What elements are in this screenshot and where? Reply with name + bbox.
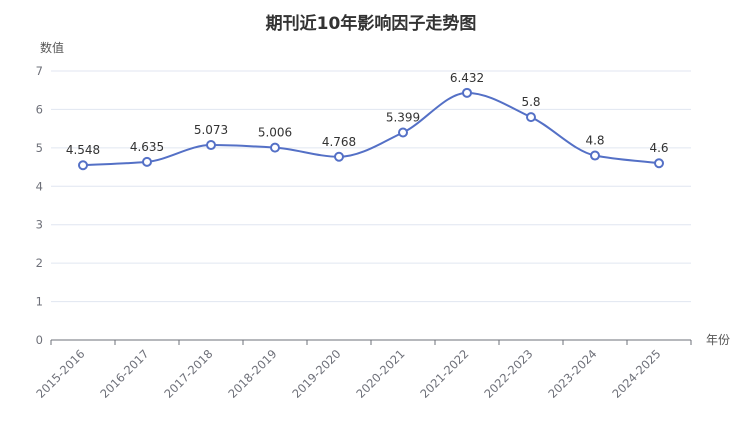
data-point[interactable]: [462, 87, 472, 98]
data-label: 5.006: [258, 126, 292, 140]
y-tick-label: 6: [36, 102, 43, 116]
y-tick-label: 0: [36, 333, 43, 347]
data-point[interactable]: [142, 156, 152, 167]
data-label: 5.399: [386, 111, 420, 125]
data-point[interactable]: [78, 160, 88, 171]
data-label: 5.073: [194, 123, 228, 137]
y-tick-label: 2: [36, 256, 43, 270]
y-tick-labels: 0 1 2 3 4 5 6 7: [36, 64, 43, 347]
data-label: 4.635: [130, 140, 164, 154]
x-tick-label: 2022-2023: [481, 347, 535, 401]
x-tick-label: 2021-2022: [417, 347, 471, 401]
chart-title: 期刊近10年影响因子走势图: [266, 13, 477, 34]
x-tick-label: 2024-2025: [609, 347, 663, 401]
x-axis: [50, 339, 692, 345]
x-tick-label: 2018-2019: [225, 347, 279, 401]
x-tick-label: 2015-2016: [33, 347, 87, 401]
y-tick-label: 7: [36, 64, 43, 78]
y-tick-label: 3: [36, 218, 43, 232]
data-label: 6.432: [450, 71, 484, 85]
x-tick-label: 2020-2021: [353, 347, 407, 401]
series-line: [82, 91, 660, 167]
y-tick-label: 4: [36, 179, 43, 193]
y-tick-label: 1: [36, 295, 43, 309]
data-value-labels: 4.548 4.635 5.073 5.006 4.768 5.399 6.432 5.8 4.…: [66, 71, 669, 157]
x-tick-label: 2016-2017: [97, 347, 151, 401]
data-point[interactable]: [206, 140, 216, 151]
data-label: 4.6: [649, 141, 668, 155]
data-point[interactable]: [526, 112, 536, 123]
x-tick-label: 2023-2024: [545, 347, 599, 401]
data-label: 4.548: [66, 143, 100, 157]
data-label: 4.8: [585, 134, 604, 148]
grid-lines: [51, 70, 691, 303]
data-label: 5.8: [521, 95, 540, 109]
data-point[interactable]: [590, 150, 600, 161]
x-tick-labels: 2015-2016 2016-2017 2017-2018 2018-2019 2019…: [33, 347, 663, 401]
x-axis-name: 年份: [706, 333, 730, 347]
y-axis-name: 数值: [40, 40, 64, 55]
data-point[interactable]: [398, 127, 408, 138]
y-tick-label: 5: [36, 141, 43, 155]
data-label: 4.768: [322, 135, 356, 149]
x-tick-label: 2017-2018: [161, 347, 215, 401]
data-point-markers: [78, 87, 664, 171]
data-point[interactable]: [334, 151, 344, 162]
x-tick-label: 2019-2020: [289, 347, 343, 401]
series-line-group: [82, 91, 660, 167]
data-point[interactable]: [270, 142, 280, 153]
data-point[interactable]: [654, 158, 664, 169]
